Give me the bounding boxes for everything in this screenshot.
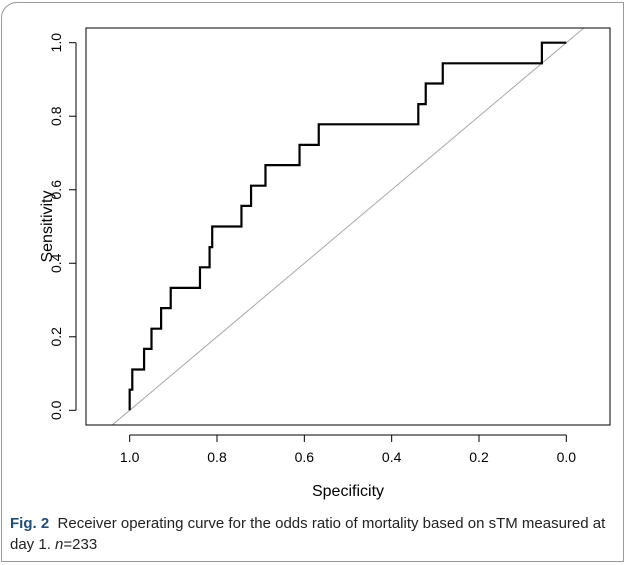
roc-curve-line <box>128 41 567 411</box>
x-tick-label: 0.6 <box>295 449 315 465</box>
y-tick-label: 0.6 <box>48 180 64 200</box>
y-tick-label: 0.0 <box>48 400 64 420</box>
y-tick-label: 0.8 <box>48 106 64 126</box>
x-tick-label: 0.4 <box>382 449 402 465</box>
caption-text: Receiver operating curve for the odds ra… <box>10 515 606 553</box>
series-layer <box>111 28 585 425</box>
figure-label: Fig. 2 <box>10 515 50 532</box>
caption-n-value: =233 <box>63 536 98 553</box>
y-tick-label: 0.2 <box>48 327 64 347</box>
x-tick-label: 1.0 <box>120 449 140 465</box>
x-axis: 1.0 0.8 0.6 0.4 0.2 0.0 <box>120 434 577 465</box>
roc-chart: 1.0 0.8 0.6 0.4 0.2 0.0 0.0 0.2 0.4 0.6 0.8 1.0 Sp… <box>39 27 611 500</box>
y-axis: 0.0 0.2 0.4 0.6 0.8 1.0 <box>48 33 77 420</box>
plot-box <box>85 27 611 426</box>
reference-diagonal-line <box>111 28 585 425</box>
figure-caption: Fig. 2 Receiver operating curve for the … <box>10 513 610 555</box>
y-tick-label: 1.0 <box>48 33 64 53</box>
x-tick-label: 0.8 <box>207 449 227 465</box>
y-tick-label: 0.4 <box>48 253 64 273</box>
caption-n-symbol: n <box>55 536 64 553</box>
x-axis-title: Specificity <box>312 483 384 500</box>
plot-area <box>111 28 585 425</box>
x-tick-label: 0.2 <box>469 449 489 465</box>
x-tick-label: 0.0 <box>557 449 577 465</box>
y-axis-title: Sensitivity <box>39 190 56 262</box>
